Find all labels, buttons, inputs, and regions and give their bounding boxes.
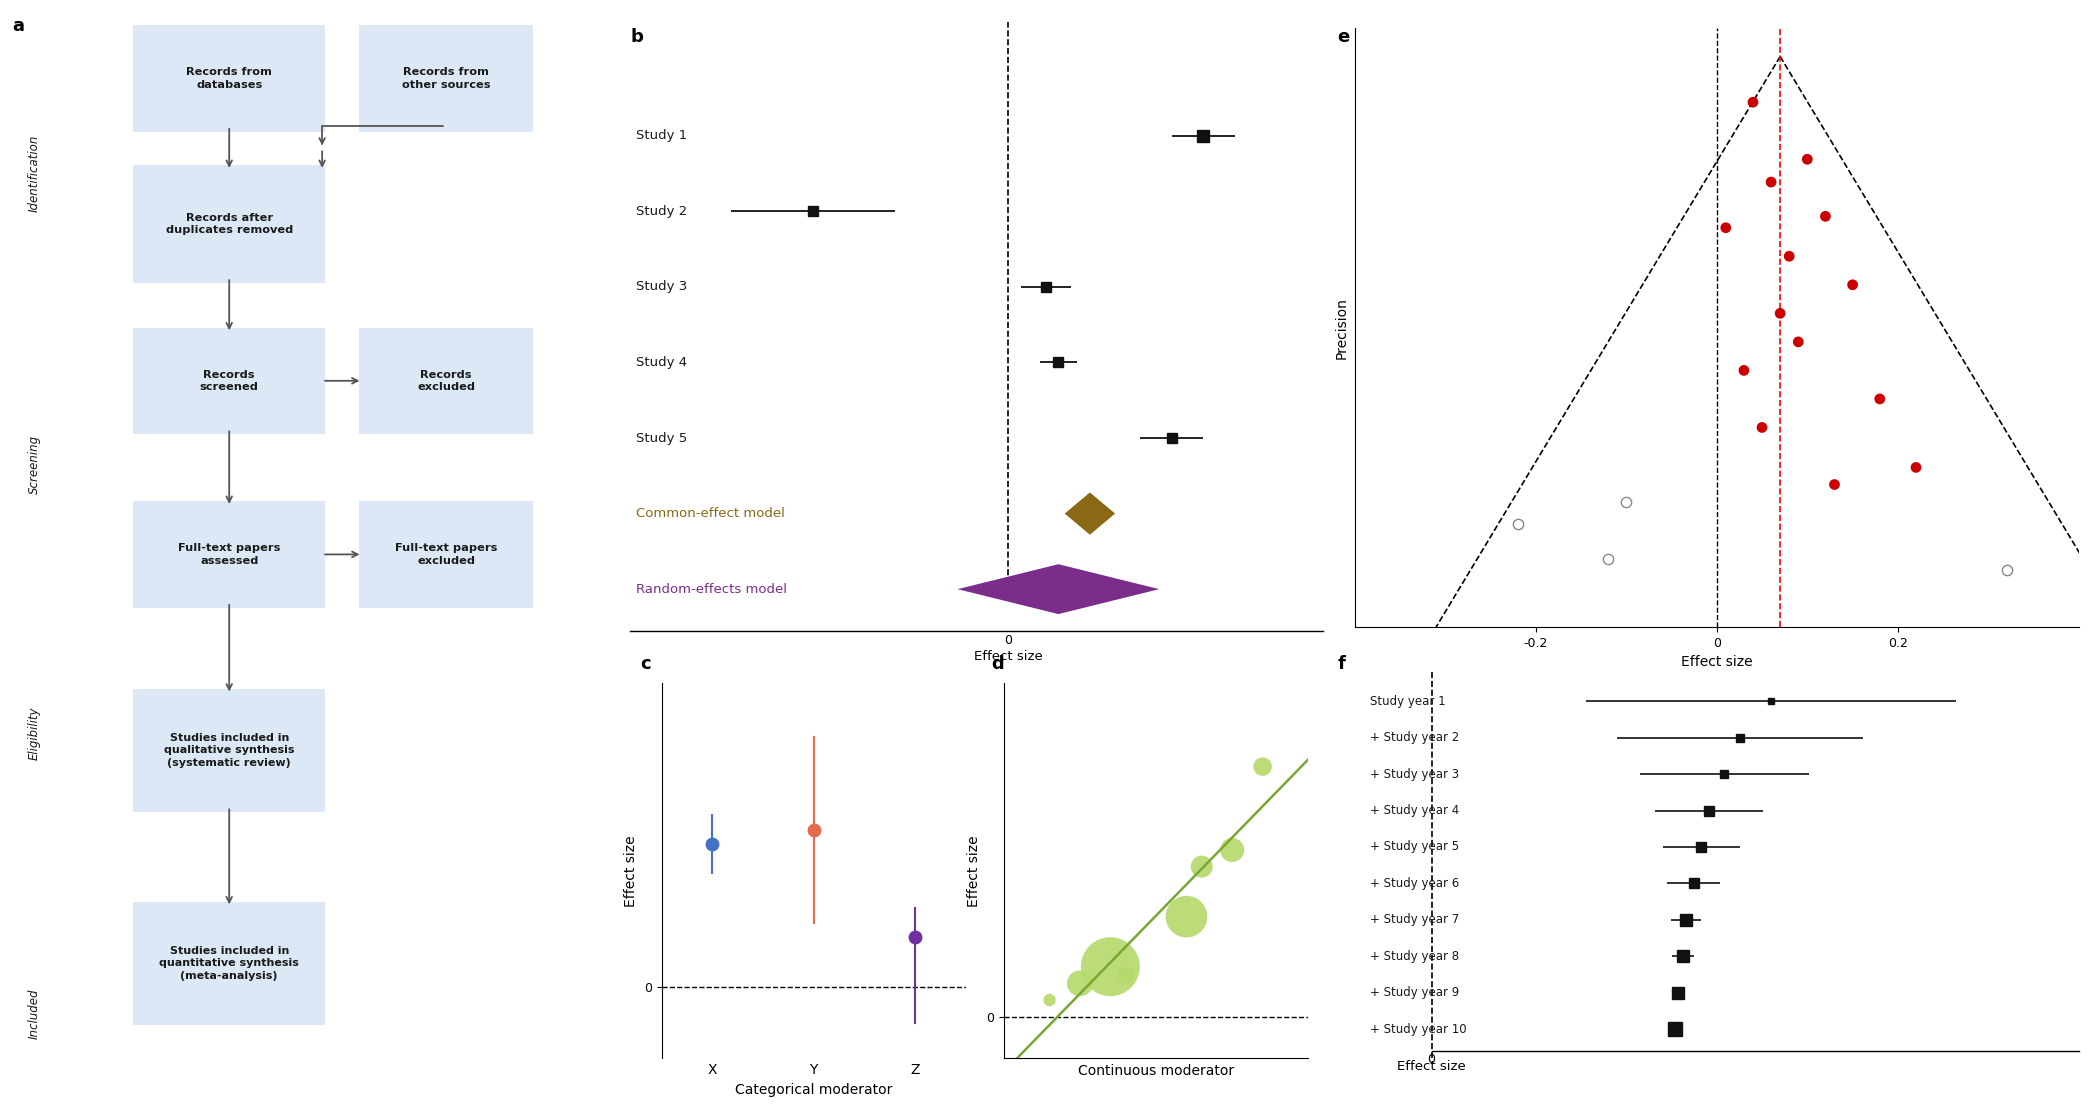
Text: Study 3: Study 3 — [636, 280, 687, 293]
Point — [1063, 974, 1096, 992]
Text: f: f — [1338, 655, 1346, 673]
Point — [1109, 967, 1142, 984]
FancyBboxPatch shape — [132, 902, 326, 1025]
Point — [1216, 841, 1250, 859]
Text: 0: 0 — [1428, 1053, 1436, 1066]
Text: Records after
duplicates removed: Records after duplicates removed — [166, 213, 292, 235]
FancyBboxPatch shape — [132, 328, 326, 435]
Text: Records
screened: Records screened — [200, 370, 258, 392]
Point — [1245, 757, 1279, 775]
Point — [1835, 276, 1869, 293]
Text: Screening: Screening — [27, 436, 40, 494]
Point — [1819, 476, 1852, 494]
Text: Records from
other sources: Records from other sources — [401, 67, 489, 90]
Point — [1745, 419, 1779, 437]
Y-axis label: Effect size: Effect size — [966, 836, 981, 906]
Text: Full-text papers
assessed: Full-text papers assessed — [178, 543, 281, 566]
Text: + Study year 2: + Study year 2 — [1369, 731, 1460, 744]
Text: + Study year 9: + Study year 9 — [1369, 987, 1460, 999]
FancyBboxPatch shape — [359, 26, 533, 131]
Text: + Study year 5: + Study year 5 — [1369, 840, 1460, 853]
Text: Common-effect model: Common-effect model — [636, 507, 785, 520]
Text: + Study year 6: + Study year 6 — [1369, 877, 1460, 890]
Text: + Study year 7: + Study year 7 — [1369, 914, 1460, 926]
Y-axis label: Precision: Precision — [1336, 297, 1348, 358]
Point — [1764, 305, 1798, 323]
Text: Studies included in
quantitative synthesis
(meta-analysis): Studies included in quantitative synthes… — [160, 945, 298, 981]
Text: + Study year 8: + Study year 8 — [1369, 950, 1460, 963]
Point — [1781, 333, 1814, 351]
Text: + Study year 10: + Study year 10 — [1369, 1023, 1466, 1036]
Text: Records
excluded: Records excluded — [418, 370, 475, 392]
FancyBboxPatch shape — [132, 165, 326, 282]
Text: 0: 0 — [1004, 635, 1012, 647]
Text: Eligibility: Eligibility — [27, 707, 40, 760]
Text: Full-text papers
excluded: Full-text papers excluded — [395, 543, 498, 566]
Point — [1033, 991, 1067, 1009]
X-axis label: Continuous moderator: Continuous moderator — [1077, 1064, 1235, 1077]
Text: Study 5: Study 5 — [636, 431, 687, 445]
Point — [1094, 958, 1128, 976]
Polygon shape — [958, 564, 1159, 614]
Point — [1184, 858, 1218, 876]
Point — [1609, 493, 1642, 511]
Text: Records from
databases: Records from databases — [187, 67, 273, 90]
FancyBboxPatch shape — [359, 502, 533, 607]
Point — [1726, 362, 1760, 380]
Text: Study 4: Study 4 — [636, 356, 687, 368]
Point — [1808, 207, 1842, 225]
Point — [1863, 390, 1896, 408]
Point — [1592, 550, 1625, 568]
Text: Effect size: Effect size — [974, 650, 1042, 663]
Text: Effect size: Effect size — [1396, 1061, 1466, 1073]
Point — [1502, 515, 1535, 533]
Text: Identification: Identification — [27, 134, 40, 213]
Text: c: c — [640, 655, 651, 673]
Text: Study 2: Study 2 — [636, 205, 687, 217]
FancyBboxPatch shape — [132, 689, 326, 812]
Point — [1898, 458, 1932, 476]
Text: Random-effects model: Random-effects model — [636, 582, 788, 596]
Text: Study year 1: Study year 1 — [1369, 694, 1445, 708]
Text: Included: Included — [27, 988, 40, 1039]
X-axis label: Effect size: Effect size — [1680, 655, 1753, 670]
Point — [1170, 907, 1203, 925]
Point — [1991, 561, 2024, 579]
Text: b: b — [630, 28, 643, 46]
Point — [1754, 174, 1787, 192]
X-axis label: Categorical moderator: Categorical moderator — [735, 1083, 892, 1096]
Point — [1709, 218, 1743, 236]
Text: e: e — [1338, 28, 1350, 46]
Polygon shape — [1065, 493, 1115, 534]
Text: Study 1: Study 1 — [636, 129, 687, 142]
Y-axis label: Effect size: Effect size — [624, 836, 638, 906]
Text: + Study year 3: + Study year 3 — [1369, 767, 1460, 781]
Point — [1772, 248, 1806, 265]
Text: a: a — [13, 17, 25, 35]
Text: + Study year 4: + Study year 4 — [1369, 804, 1460, 816]
Point — [1791, 150, 1825, 168]
Text: Studies included in
qualitative synthesis
(systematic review): Studies included in qualitative synthesi… — [164, 732, 294, 768]
Text: d: d — [991, 655, 1004, 673]
FancyBboxPatch shape — [132, 502, 326, 607]
FancyBboxPatch shape — [359, 328, 533, 435]
Point — [1737, 93, 1770, 111]
FancyBboxPatch shape — [132, 26, 326, 131]
